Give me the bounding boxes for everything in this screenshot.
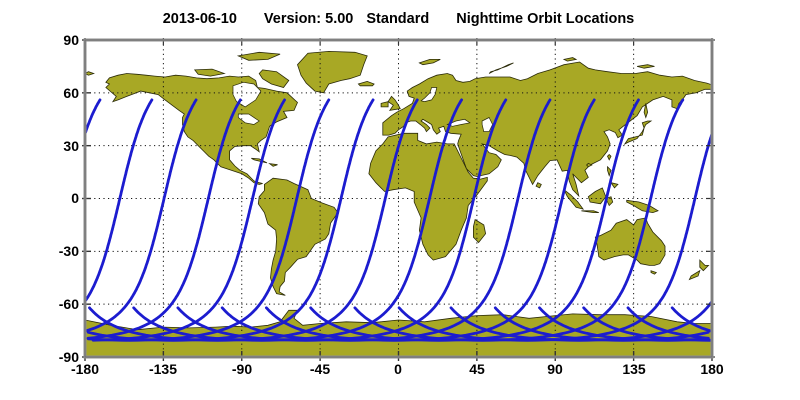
landmass — [357, 80, 375, 87]
x-axis-tick-label: 45 — [469, 361, 485, 377]
x-axis-tick-label: 90 — [547, 361, 563, 377]
orbit-track — [86, 98, 242, 340]
plot-area — [85, 40, 712, 357]
inland-water — [481, 117, 493, 132]
landmass — [562, 57, 578, 62]
x-axis-tick-label: -45 — [309, 361, 331, 377]
orbit-track — [91, 98, 286, 342]
figure-title: 2013-06-10 Version: 5.00 Standard Nightt… — [85, 11, 712, 27]
inland-water — [420, 87, 438, 102]
landmass — [643, 103, 649, 119]
title-name: Nighttime Orbit Locations — [456, 11, 635, 27]
landmass — [650, 270, 658, 275]
landmass — [473, 218, 487, 244]
y-axis-tick-label: 90 — [63, 32, 79, 48]
x-axis-tick-label: -180 — [70, 361, 100, 377]
inland-water — [237, 113, 260, 125]
landmass — [594, 217, 666, 266]
landmass — [251, 157, 268, 164]
orbit-track — [85, 98, 154, 303]
x-axis-tick-label: 135 — [622, 361, 646, 377]
y-axis-tick-label: 60 — [63, 85, 79, 101]
landmass — [236, 51, 281, 61]
landmass — [258, 69, 290, 88]
x-axis-tick-label: -135 — [148, 361, 178, 377]
landmass — [380, 101, 389, 108]
orbit-track — [538, 306, 710, 342]
orbit-track — [85, 98, 102, 135]
landmass — [587, 187, 607, 205]
orbit-track — [86, 98, 375, 342]
landmass — [626, 199, 659, 214]
inland-water — [446, 118, 471, 127]
title-date: 2013-06-10 — [162, 11, 237, 27]
y-axis-tick-label: 30 — [63, 138, 79, 154]
y-axis-tick-label: -30 — [58, 243, 79, 259]
landmass — [688, 269, 701, 281]
landmass — [610, 182, 619, 189]
landmass — [297, 50, 368, 94]
orbit-track — [626, 306, 710, 340]
x-axis-tick-label: -90 — [231, 361, 253, 377]
landmass — [488, 62, 514, 74]
x-axis-tick-label: 0 — [394, 361, 402, 377]
title-mode: Standard — [366, 11, 430, 27]
landmass — [623, 120, 653, 145]
landmass — [387, 95, 401, 111]
landmass — [268, 162, 278, 167]
orbit-track — [582, 306, 712, 342]
orbit-track — [397, 132, 712, 342]
landmass — [581, 210, 599, 213]
orbit-track — [670, 306, 712, 333]
landmass — [586, 162, 593, 168]
landmass — [382, 61, 712, 198]
landmass — [85, 71, 95, 76]
landmass — [563, 189, 585, 210]
y-axis-tick-label: -60 — [58, 296, 79, 312]
plot-frame-inner — [84, 39, 713, 358]
orbit-track — [85, 98, 198, 333]
landmass — [607, 165, 612, 177]
landmass — [607, 153, 612, 161]
y-axis-tick-label: 0 — [71, 190, 79, 206]
landmass — [637, 64, 655, 69]
landmass — [105, 73, 298, 185]
landmass — [535, 182, 542, 189]
landmass — [699, 259, 710, 272]
landmass — [193, 68, 226, 77]
landmass — [418, 59, 441, 66]
y-axis-tick-label: -90 — [58, 349, 79, 365]
orbit-track — [87, 98, 331, 342]
x-axis-tick-label: 180 — [700, 361, 724, 377]
title-version: Version: 5.00 — [263, 11, 354, 27]
